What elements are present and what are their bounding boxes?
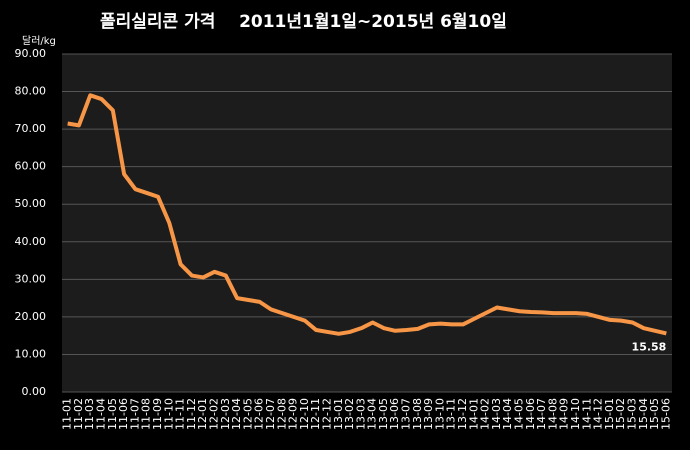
x-tick-label: 12-03 [219,398,232,430]
x-tick-label: 13-02 [343,398,356,430]
x-tick-label: 14-02 [479,398,492,430]
line-series [67,93,667,336]
x-tick-label: 11-09 [151,398,164,430]
x-tick-label: 14-04 [501,398,514,430]
x-tick-label: 14-08 [546,398,559,430]
x-tick-label: 15-03 [625,398,638,430]
y-tick-label: 60.00 [15,160,47,173]
x-tick-label: 11-11 [174,398,187,430]
x-tick-label: 15-06 [659,398,672,430]
x-tick-label: 13-01 [332,398,345,430]
x-tick-label: 14-01 [467,398,480,430]
y-tick-label: 30.00 [15,272,47,285]
x-tick-label: 14-05 [513,398,526,430]
x-tick-label: 14-12 [592,398,605,430]
x-tick-label: 11-05 [106,398,119,430]
x-tick-label: 15-02 [614,398,627,430]
y-tick-label: 20.00 [15,310,47,323]
x-tick-label: 14-03 [490,398,503,430]
y-tick-label: 50.00 [15,197,47,210]
y-tick-label: 70.00 [15,122,47,135]
x-tick-label: 13-07 [400,398,413,430]
x-tick-label: 14-10 [569,398,582,430]
x-tick-label: 12-07 [264,398,277,430]
plot-area [62,54,672,392]
x-tick-label: 12-11 [309,398,322,430]
x-tick-label: 14-11 [580,398,593,430]
x-tick-label: 12-02 [208,398,221,430]
x-tick-label: 13-05 [377,398,390,430]
x-tick-label: 15-05 [648,398,661,430]
y-axis-unit: 달러/kg [22,35,56,47]
x-tick-label: 13-04 [366,398,379,430]
x-tick-label: 13-11 [445,398,458,430]
x-tick-label: 14-09 [558,398,571,430]
x-tick-label: 11-06 [117,398,130,430]
y-tick-label: 10.00 [15,347,47,360]
x-tick-label: 13-09 [422,398,435,430]
x-tick-label: 11-12 [185,398,198,430]
x-tick-label: 12-09 [287,398,300,430]
x-tick-label: 12-01 [196,398,209,430]
x-tick-label: 15-01 [603,398,616,430]
y-tick-label: 80.00 [15,85,47,98]
x-tick-label: 13-06 [388,398,401,430]
x-tick-label: 12-04 [230,398,243,430]
x-tick-label: 13-08 [411,398,424,430]
x-tick-label: 11-04 [95,398,108,430]
y-tick-label: 40.00 [15,235,47,248]
x-tick-label: 13-12 [456,398,469,430]
x-tick-label: 12-12 [320,398,333,430]
x-tick-label: 13-03 [354,398,367,430]
x-tick-label: 12-10 [298,398,311,430]
x-tick-label: 11-10 [162,398,175,430]
x-tick-label: 14-06 [524,398,537,430]
chart-title: 폴리실리콘 가격 2011년1월1일~2015년 6월10일 [100,12,507,32]
x-tick-label: 14-07 [535,398,548,430]
x-tick-label: 12-06 [253,398,266,430]
data-label: 15.58 [632,340,667,353]
y-tick-label: 0.00 [22,385,47,398]
x-tick-label: 12-05 [241,398,254,430]
y-tick-label: 90.00 [15,47,47,60]
x-tick-label: 12-08 [275,398,288,430]
x-tick-label: 11-08 [140,398,153,430]
x-tick-label: 11-03 [83,398,96,430]
x-tick-label: 13-10 [433,398,446,430]
x-tick-label: 11-07 [128,398,141,430]
x-tick-label: 15-04 [637,398,650,430]
x-tick-label: 11-01 [61,398,74,430]
x-tick-label: 11-02 [72,398,85,430]
